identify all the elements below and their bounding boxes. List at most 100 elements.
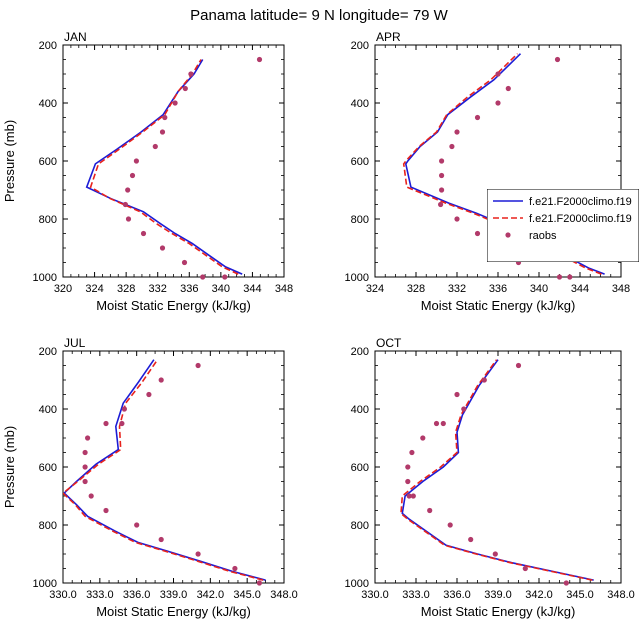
raobs-point bbox=[427, 507, 433, 514]
panel-oct: OCT 330.0 333.0 336.0 339.0 342.0 345.0 348.0 20… bbox=[345, 336, 635, 619]
raobs-point bbox=[125, 216, 132, 222]
x-axis-label: Moist Static Energy (kJ/kg) bbox=[96, 298, 251, 313]
x-tick-label: 340 bbox=[530, 283, 548, 295]
raobs-point bbox=[461, 406, 467, 412]
raobs-point bbox=[82, 464, 88, 470]
raobs-point bbox=[410, 493, 416, 499]
x-tick-label: 330.0 bbox=[49, 589, 77, 601]
y-tick-label: 400 bbox=[39, 404, 57, 416]
series-line-model-dashed bbox=[63, 359, 264, 581]
raobs-point bbox=[256, 56, 263, 63]
y-tick-label: 800 bbox=[39, 520, 57, 532]
legend-label: f.e21.F2000climo.f19 bbox=[529, 196, 632, 208]
raobs-point bbox=[181, 259, 188, 266]
plot-frame bbox=[62, 44, 285, 278]
raobs-point bbox=[158, 377, 164, 383]
raobs-point bbox=[440, 420, 446, 427]
panel-jan: JAN 320 324 328 332 336 340 344 348 200 400 600 800 1… bbox=[2, 30, 293, 313]
raobs-point bbox=[474, 114, 481, 121]
raobs-point bbox=[125, 187, 131, 193]
raobs-point bbox=[405, 464, 411, 470]
raobs-point bbox=[159, 245, 166, 251]
series-line-model-solid bbox=[85, 59, 243, 275]
raobs-point bbox=[409, 449, 415, 456]
raobs-point bbox=[122, 201, 128, 208]
y-tick-label: 200 bbox=[39, 346, 57, 358]
raobs-point bbox=[159, 129, 166, 135]
series-line-model-solid bbox=[63, 359, 266, 581]
series-line-model-dashed bbox=[400, 359, 593, 581]
x-tick-label: 336.0 bbox=[443, 589, 471, 601]
series-line-model-dashed bbox=[89, 59, 239, 275]
raobs-point bbox=[563, 580, 569, 586]
y-tick-label: 800 bbox=[39, 214, 57, 226]
x-tick-label: 345.0 bbox=[233, 589, 261, 601]
y-tick-label: 600 bbox=[351, 462, 369, 474]
y-tick-label: 400 bbox=[351, 98, 369, 110]
raobs-point bbox=[468, 536, 474, 543]
x-tick-label: 328 bbox=[407, 283, 425, 295]
raobs-point bbox=[88, 493, 94, 499]
raobs-point bbox=[134, 522, 140, 528]
x-tick-label: 332 bbox=[448, 283, 466, 295]
y-tick-label: 1000 bbox=[33, 272, 57, 284]
panel-title: JUL bbox=[64, 336, 86, 350]
x-tick-label: 348 bbox=[275, 283, 293, 295]
x-tick-label: 336 bbox=[489, 283, 507, 295]
raobs-point bbox=[420, 435, 426, 441]
raobs-point bbox=[133, 158, 139, 164]
x-tick-label: 344 bbox=[243, 283, 261, 295]
raobs-point bbox=[438, 201, 444, 208]
raobs-point bbox=[195, 362, 201, 369]
raobs-point bbox=[222, 274, 228, 280]
panel-jul: JUL 330.0 333.0 336.0 339.0 342.0 345.0 348.0 20… bbox=[2, 336, 298, 619]
raobs-point bbox=[433, 420, 440, 427]
raobs-point bbox=[195, 551, 201, 557]
x-tick-label: 333.0 bbox=[86, 589, 114, 601]
x-axis-label: Moist Static Energy (kJ/kg) bbox=[96, 604, 251, 619]
raobs-point bbox=[454, 216, 460, 222]
raobs-point bbox=[85, 435, 91, 441]
raobs-point bbox=[554, 56, 561, 63]
raobs-point bbox=[140, 230, 147, 237]
legend: f.e21.F2000climo.f19 f.e21.F2000climo.f19… bbox=[487, 189, 639, 262]
legend-label: f.e21.F2000climo.f19 bbox=[529, 213, 632, 225]
y-axis-label: Pressure (mb) bbox=[2, 426, 17, 508]
x-tick-label: 339.0 bbox=[484, 589, 512, 601]
y-tick-label: 1000 bbox=[345, 578, 369, 590]
panel-apr: APR 324 328 332 336 340 344 348 200 400 600 800 1000… bbox=[345, 30, 631, 313]
raobs-point bbox=[515, 362, 522, 369]
raobs-point bbox=[439, 187, 445, 193]
raobs-point bbox=[454, 129, 460, 135]
series-line-model-solid bbox=[401, 359, 594, 581]
raobs-point bbox=[256, 580, 262, 586]
y-tick-label: 600 bbox=[39, 156, 57, 168]
raobs-point bbox=[505, 85, 511, 92]
y-tick-label: 200 bbox=[351, 40, 369, 52]
x-tick-label: 333.0 bbox=[402, 589, 430, 601]
raobs-point bbox=[188, 71, 194, 77]
x-tick-label: 336.0 bbox=[123, 589, 151, 601]
raobs-point bbox=[82, 478, 88, 485]
x-tick-label: 342.0 bbox=[525, 589, 553, 601]
legend-swatch-dot bbox=[505, 232, 511, 238]
raobs-point bbox=[182, 85, 188, 92]
y-axis-label: Pressure (mb) bbox=[2, 120, 17, 202]
x-tick-label: 336 bbox=[180, 283, 198, 295]
x-tick-label: 345.0 bbox=[566, 589, 594, 601]
raobs-point bbox=[447, 522, 453, 528]
raobs-point bbox=[121, 406, 127, 412]
raobs-point bbox=[474, 230, 481, 237]
raobs-point bbox=[454, 391, 460, 398]
raobs-point bbox=[152, 143, 158, 150]
y-tick-label: 800 bbox=[351, 214, 369, 226]
y-tick-label: 400 bbox=[39, 98, 57, 110]
raobs-point bbox=[567, 274, 573, 280]
y-tick-label: 200 bbox=[39, 40, 57, 52]
y-tick-label: 600 bbox=[351, 156, 369, 168]
x-tick-label: 344 bbox=[571, 283, 589, 295]
x-tick-label: 324 bbox=[366, 283, 384, 295]
raobs-point bbox=[103, 420, 109, 427]
x-tick-label: 332 bbox=[149, 283, 167, 295]
